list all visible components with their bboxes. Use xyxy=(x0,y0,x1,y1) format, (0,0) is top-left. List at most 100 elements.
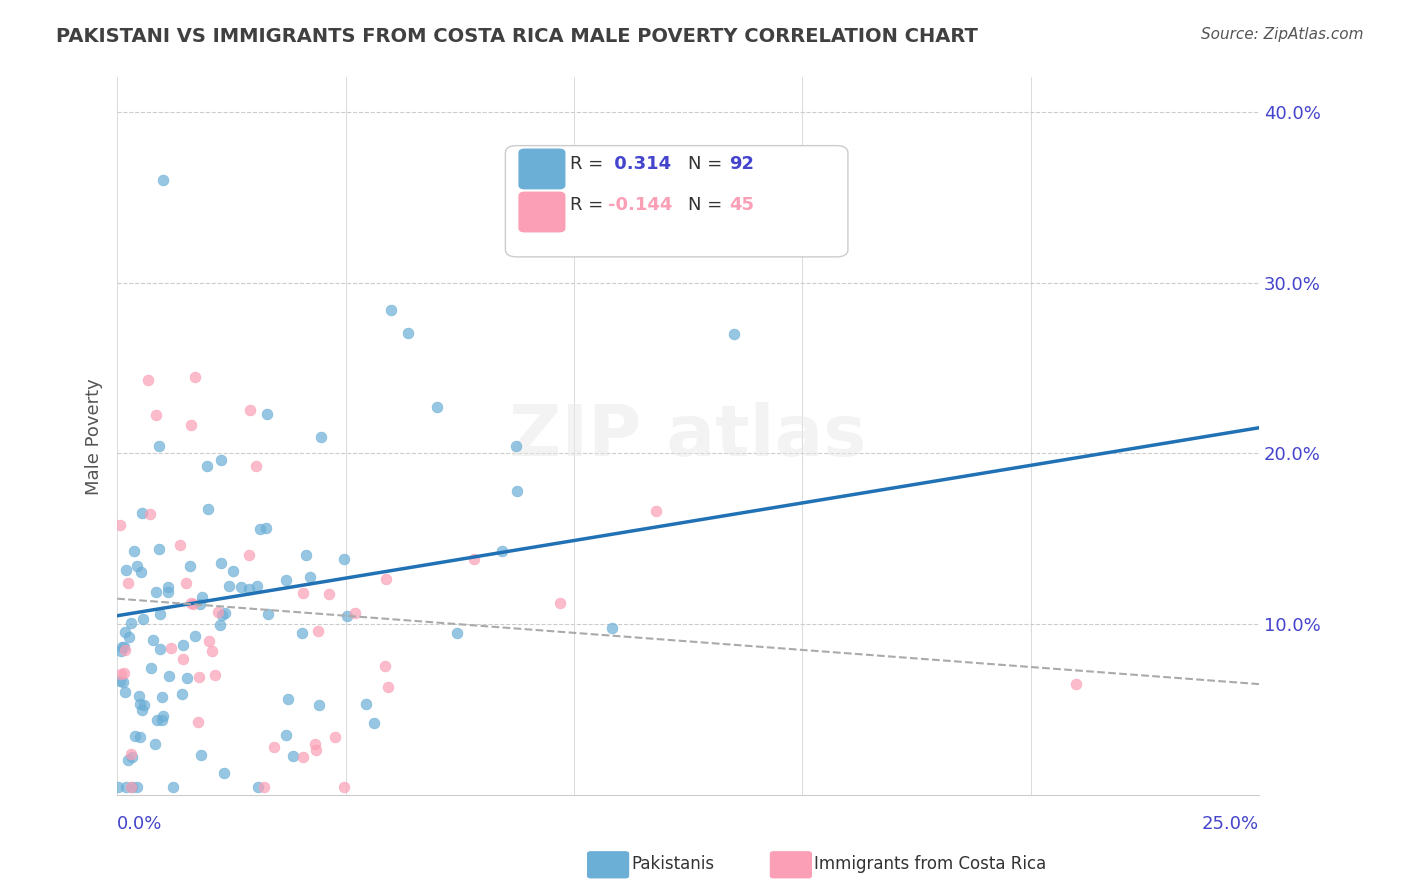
Point xyxy=(124,544,146,558)
Point xyxy=(117,576,139,591)
Text: N =: N = xyxy=(688,196,728,214)
Point xyxy=(374,658,396,673)
Point xyxy=(120,780,142,794)
Point xyxy=(231,580,253,594)
Point xyxy=(239,402,262,417)
Point xyxy=(180,596,202,610)
Y-axis label: Male Poverty: Male Poverty xyxy=(86,378,103,495)
Point xyxy=(363,716,385,731)
Point xyxy=(274,573,297,587)
Point xyxy=(256,607,278,621)
Text: R =: R = xyxy=(571,154,603,172)
Point xyxy=(129,565,152,579)
Point xyxy=(1064,677,1087,691)
Point xyxy=(245,458,267,473)
Text: 0.0%: 0.0% xyxy=(117,815,163,833)
FancyBboxPatch shape xyxy=(505,145,848,257)
Point xyxy=(343,607,366,621)
Text: R =: R = xyxy=(571,196,603,214)
Text: PAKISTANI VS IMMIGRANTS FROM COSTA RICA MALE POVERTY CORRELATION CHART: PAKISTANI VS IMMIGRANTS FROM COSTA RICA … xyxy=(56,27,979,45)
Point xyxy=(191,590,214,604)
Text: 0.314: 0.314 xyxy=(609,154,671,172)
Point xyxy=(256,407,278,421)
Point xyxy=(149,641,172,656)
Point xyxy=(307,624,329,639)
Point xyxy=(211,608,233,623)
Point xyxy=(149,607,172,621)
Point xyxy=(152,708,174,723)
Point xyxy=(380,303,402,318)
Point xyxy=(723,326,745,341)
Point xyxy=(134,698,156,712)
Point xyxy=(156,580,179,594)
Point xyxy=(120,747,142,761)
Point xyxy=(172,638,194,652)
Point xyxy=(204,668,226,682)
Text: 92: 92 xyxy=(730,154,754,172)
Point xyxy=(377,680,399,694)
Point xyxy=(333,551,356,566)
Point xyxy=(160,640,183,655)
Point xyxy=(117,753,139,767)
Point xyxy=(110,644,132,658)
Point xyxy=(181,597,204,611)
Point xyxy=(222,564,245,578)
Point xyxy=(157,669,180,683)
Point xyxy=(506,484,529,499)
Point xyxy=(124,729,146,743)
Point xyxy=(128,689,150,703)
Point xyxy=(131,703,153,717)
Point xyxy=(249,523,271,537)
Point xyxy=(446,626,468,640)
Point xyxy=(125,780,148,794)
Point xyxy=(148,541,170,556)
Point xyxy=(150,690,173,705)
Point xyxy=(550,596,572,610)
Point xyxy=(190,747,212,762)
Point xyxy=(115,563,138,577)
Point xyxy=(112,665,135,680)
Point xyxy=(218,579,240,593)
Point xyxy=(143,737,166,751)
Point xyxy=(426,400,449,414)
Point xyxy=(304,737,326,751)
Point xyxy=(188,670,211,684)
Point xyxy=(129,730,152,744)
Text: Pakistanis: Pakistanis xyxy=(631,855,714,873)
Point xyxy=(277,692,299,706)
Point xyxy=(645,503,668,517)
Point xyxy=(170,687,193,701)
Point xyxy=(114,643,136,657)
Point xyxy=(188,598,211,612)
Point xyxy=(336,608,359,623)
Point xyxy=(108,517,131,532)
Point xyxy=(187,715,209,730)
Point xyxy=(274,727,297,741)
Point xyxy=(120,615,142,630)
Point xyxy=(145,585,167,599)
Text: -0.144: -0.144 xyxy=(609,196,672,214)
Point xyxy=(162,780,184,794)
Point xyxy=(115,780,138,794)
Point xyxy=(463,551,485,566)
Point xyxy=(108,674,131,689)
Point xyxy=(111,674,134,689)
Text: ZIP atlas: ZIP atlas xyxy=(509,401,866,471)
Point xyxy=(141,661,163,675)
Point xyxy=(238,582,260,596)
Point xyxy=(214,607,236,621)
Point xyxy=(281,749,304,764)
Point xyxy=(254,521,277,535)
Point xyxy=(246,579,269,593)
Point xyxy=(114,685,136,699)
Point xyxy=(114,624,136,639)
Point xyxy=(505,439,527,453)
Point xyxy=(332,780,354,794)
Point xyxy=(299,569,322,583)
Point xyxy=(253,780,276,794)
Point xyxy=(184,629,207,643)
Point xyxy=(263,739,285,754)
Point xyxy=(111,640,134,654)
Point xyxy=(600,621,623,635)
Point xyxy=(246,780,269,794)
